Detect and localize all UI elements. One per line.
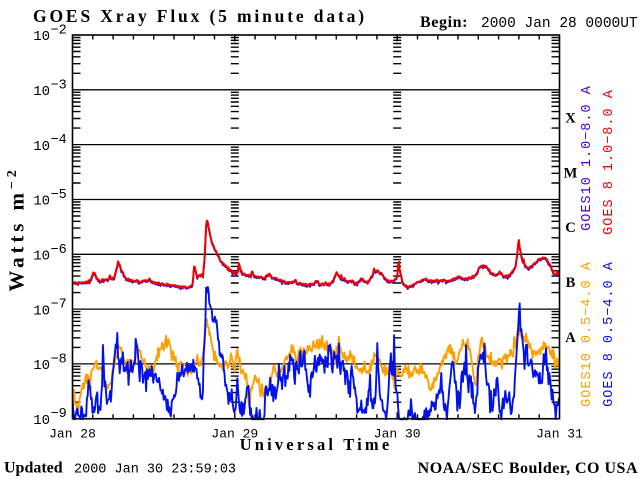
svg-text:10: 10	[33, 358, 50, 374]
svg-text:2000 Jan 30 23:59:03: 2000 Jan 30 23:59:03	[74, 463, 236, 478]
svg-text:GOES 8 1.0−8.0 A: GOES 8 1.0−8.0 A	[602, 89, 617, 235]
svg-text:Begin:: Begin:	[420, 14, 468, 31]
svg-text:Jan 28: Jan 28	[49, 427, 96, 442]
svg-text:−7: −7	[51, 298, 67, 313]
svg-text:−4: −4	[51, 133, 67, 148]
svg-text:10: 10	[33, 413, 50, 429]
svg-text:−9: −9	[51, 407, 67, 422]
svg-text:Jan 31: Jan 31	[536, 427, 583, 442]
svg-text:M: M	[564, 165, 578, 181]
svg-text:10: 10	[33, 194, 50, 210]
svg-text:Universal Time: Universal Time	[240, 435, 393, 454]
svg-text:−8: −8	[51, 352, 67, 367]
svg-text:GOES Xray Flux (5 minute data): GOES Xray Flux (5 minute data)	[33, 6, 367, 26]
svg-text:−2: −2	[51, 24, 67, 39]
svg-text:A: A	[565, 330, 576, 346]
svg-text:Updated: Updated	[4, 460, 63, 477]
svg-text:C: C	[565, 220, 575, 236]
svg-text:GOES10 1.0−8.0 A: GOES10 1.0−8.0 A	[580, 85, 595, 231]
svg-text:NOAA/SEC Boulder, CO USA: NOAA/SEC Boulder, CO USA	[418, 460, 638, 477]
svg-text:Jan 30: Jan 30	[374, 427, 421, 442]
svg-text:10: 10	[33, 84, 50, 100]
svg-text:Jan 29: Jan 29	[211, 427, 258, 442]
svg-text:GOES10 0.5−4.0 A: GOES10 0.5−4.0 A	[580, 261, 595, 407]
svg-text:−5: −5	[51, 188, 67, 203]
svg-text:B: B	[566, 275, 576, 291]
svg-text:X: X	[565, 111, 576, 127]
svg-text:2000 Jan 28 0000UT: 2000 Jan 28 0000UT	[481, 16, 638, 32]
svg-text:−6: −6	[51, 243, 67, 258]
svg-text:−3: −3	[51, 78, 67, 93]
svg-text:10: 10	[33, 29, 50, 45]
svg-text:10: 10	[33, 139, 50, 155]
svg-text:GOES 8 0.5−4.0 A: GOES 8 0.5−4.0 A	[602, 261, 617, 407]
svg-text:10: 10	[33, 249, 50, 265]
svg-text:10: 10	[33, 303, 50, 319]
